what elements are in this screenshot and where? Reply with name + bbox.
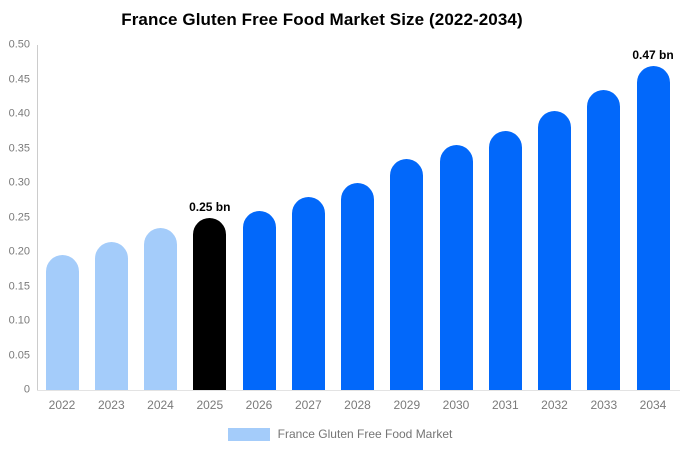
bar-2027 xyxy=(291,196,325,390)
x-axis-label-2033: 2033 xyxy=(590,398,618,412)
y-axis-tick-label: 0.25 xyxy=(8,211,30,223)
bar-2028 xyxy=(341,183,374,390)
legend-swatch xyxy=(227,427,270,441)
bar-2025 xyxy=(193,217,227,390)
y-axis-tick-label: 0.30 xyxy=(8,176,30,189)
x-axis-line xyxy=(37,390,680,391)
value-label-2025: 0.25 bn xyxy=(189,199,231,214)
y-axis-tick-label: 0.35 xyxy=(8,142,30,154)
y-axis-tick-label: 0.45 xyxy=(8,73,30,85)
bar-2026 xyxy=(242,210,276,390)
x-axis-label-2023: 2023 xyxy=(97,398,125,412)
bar-2024 xyxy=(144,227,177,390)
chart-title-wrap: France Gluten Free Food Market Size (202… xyxy=(0,10,644,30)
x-axis-label-2024: 2024 xyxy=(147,398,174,412)
bar-2022 xyxy=(45,255,79,390)
value-label-2034: 0.47 bn xyxy=(632,47,674,62)
x-axis-label-2027: 2027 xyxy=(294,398,322,412)
x-axis-label-2022: 2022 xyxy=(48,398,76,412)
bar-2023 xyxy=(94,241,128,390)
bar-2033 xyxy=(587,89,621,390)
chart-title: France Gluten Free Food Market Size (202… xyxy=(121,10,523,29)
y-axis-tick-label: 0.20 xyxy=(8,245,30,258)
bar-2030 xyxy=(439,145,473,390)
y-axis-tick-label: 0.15 xyxy=(8,280,30,292)
legend-label: France Gluten Free Food Market xyxy=(277,427,453,441)
legend: France Gluten Free Food Market xyxy=(0,426,680,442)
y-axis-tick-label: 0.05 xyxy=(8,349,30,361)
x-axis-label-2029: 2029 xyxy=(393,398,421,412)
x-axis-label-2031: 2031 xyxy=(491,398,519,412)
bar-2032 xyxy=(538,110,571,390)
y-axis-tick-label: 0.40 xyxy=(8,107,30,120)
y-axis-tick-label: 0.10 xyxy=(8,314,30,327)
y-axis-tick-label: 0.50 xyxy=(8,38,30,51)
x-axis-label-2032: 2032 xyxy=(541,398,568,412)
x-axis-label-2026: 2026 xyxy=(245,398,273,412)
y-axis-tick-label: 0 xyxy=(23,383,30,396)
bar-2029 xyxy=(390,158,424,390)
x-axis-label-2034: 2034 xyxy=(639,398,667,412)
bar-2034 xyxy=(636,65,670,390)
x-axis-label-2028: 2028 xyxy=(344,398,371,412)
x-axis-label-2025: 2025 xyxy=(196,398,224,412)
y-axis-line xyxy=(37,45,38,390)
bar-2031 xyxy=(488,131,522,391)
x-axis-label-2030: 2030 xyxy=(442,398,470,412)
